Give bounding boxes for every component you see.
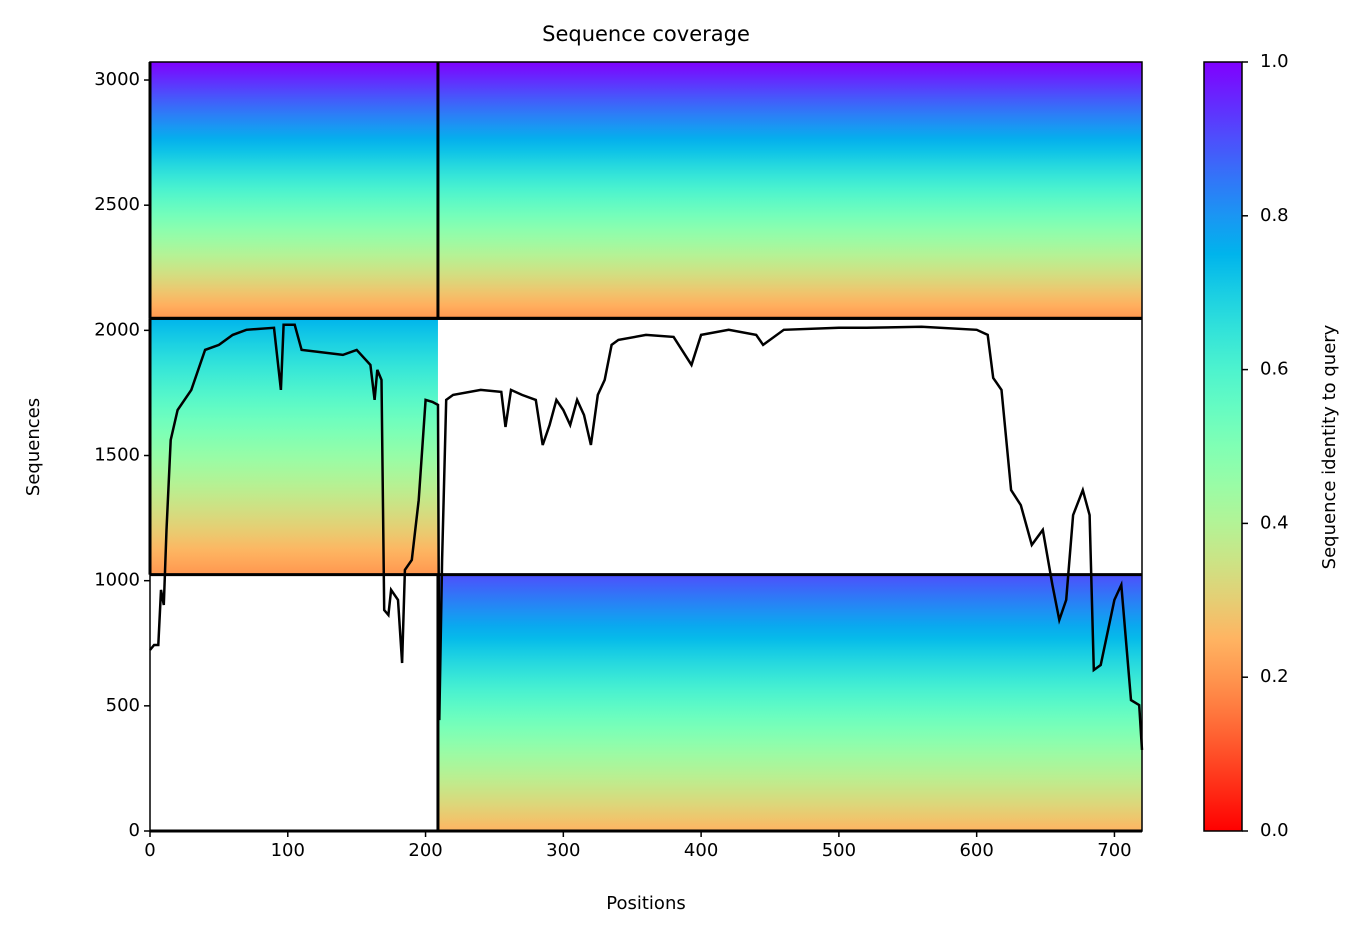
msa-block <box>437 62 1142 319</box>
x-tick-label: 200 <box>408 840 442 861</box>
msa-block <box>150 318 438 575</box>
x-tick-label: 0 <box>144 840 155 861</box>
x-tick-label: 300 <box>546 840 580 861</box>
colorbar <box>1203 61 1243 832</box>
y-tick-label: 2500 <box>94 194 140 215</box>
y-axis-label: Sequences <box>23 398 44 496</box>
x-tick-label: 500 <box>822 840 856 861</box>
x-tick-label: 600 <box>959 840 993 861</box>
y-tick-label: 3000 <box>94 69 140 90</box>
x-tick-label: 400 <box>684 840 718 861</box>
y-tick-label: 1500 <box>94 445 140 466</box>
colorbar-tick-label: 0.6 <box>1260 359 1289 380</box>
y-tick-label: 500 <box>106 695 140 716</box>
msa-block <box>437 574 1142 831</box>
x-tick-label: 700 <box>1097 840 1131 861</box>
msa-block <box>150 62 438 319</box>
x-axis-label: Positions <box>606 893 685 914</box>
colorbar-tick-label: 1.0 <box>1260 51 1289 72</box>
y-tick-label: 2000 <box>94 319 140 340</box>
colorbar-tick-label: 0.4 <box>1260 512 1289 533</box>
y-tick-label: 0 <box>129 820 140 841</box>
colorbar-tick-label: 0.0 <box>1260 820 1289 841</box>
plot-frame <box>149 61 1143 832</box>
colorbar-tick-label: 0.2 <box>1260 666 1289 687</box>
colorbar-label: Sequence identity to query <box>1319 324 1340 569</box>
colorbar-tick-label: 0.8 <box>1260 205 1289 226</box>
y-tick-label: 1000 <box>94 570 140 591</box>
x-tick-label: 100 <box>271 840 305 861</box>
coverage-line <box>149 323 1144 750</box>
chart-title: Sequence coverage <box>542 22 750 46</box>
